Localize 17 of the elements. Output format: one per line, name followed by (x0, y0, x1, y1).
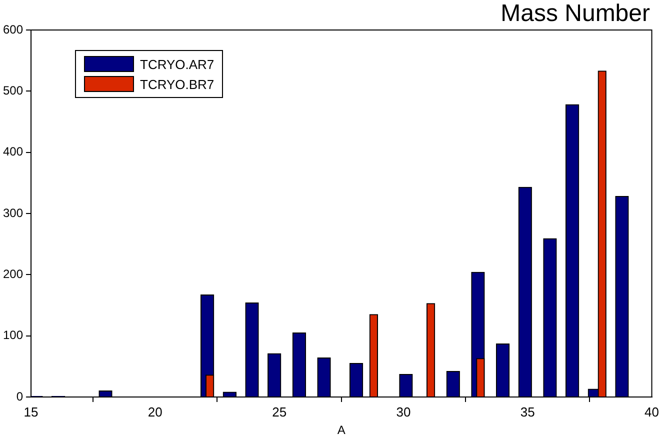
y-tick-label: 500 (2, 83, 24, 98)
x-tick-label: 30 (396, 404, 411, 420)
legend-label: TCRYO.AR7 (140, 56, 214, 72)
y-tick-label: 400 (2, 144, 24, 159)
x-tick-label: 35 (520, 404, 535, 420)
y-tick-label: 300 (2, 206, 24, 220)
x-tick-label: 15 (24, 404, 38, 420)
chart-title: Mass Number (500, 0, 650, 28)
y-tick-label: 100 (2, 328, 24, 342)
x-tick-label: 20 (148, 404, 162, 420)
x-axis-title: A (337, 423, 346, 438)
y-tick-label: 600 (2, 22, 24, 36)
x-tick-label: 40 (644, 404, 660, 420)
x-tick-label: 25 (272, 404, 287, 420)
y-tick-label: 0 (16, 389, 24, 404)
y-tick-label: 200 (2, 266, 24, 281)
legend-label: TCRYO.BR7 (140, 76, 214, 92)
